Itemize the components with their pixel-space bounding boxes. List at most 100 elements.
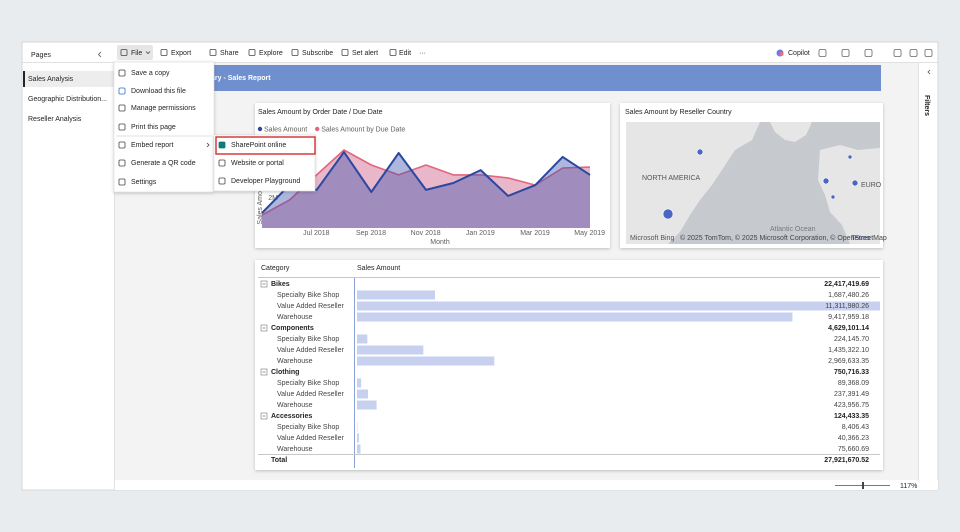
legend-label: Sales Amount by Due Date: [321, 126, 405, 133]
map-bubble[interactable]: [847, 154, 853, 160]
row-value: 224,145.70: [834, 336, 869, 343]
total-label: Total: [271, 457, 287, 464]
copilot-button[interactable]: Copilot: [788, 50, 810, 57]
menu-item-icon: [118, 69, 126, 77]
highlight-box: [215, 136, 316, 155]
row-value: 8,406.43: [842, 424, 869, 431]
total-value: 27,921,670.52: [824, 457, 869, 464]
row-value: 11,311,980.26: [825, 303, 869, 310]
toolbar-button[interactable]: Export: [171, 50, 191, 57]
data-bar: [357, 334, 368, 344]
menu-item[interactable]: Download this file: [131, 88, 186, 95]
row-value: 75,660.69: [838, 446, 869, 453]
row-label: Value Added Reseller: [277, 391, 344, 398]
file-menu: [113, 61, 215, 193]
toolbar-icon: [389, 49, 397, 56]
toolbar-button[interactable]: Share: [220, 50, 239, 57]
menu-item[interactable]: Save a copy: [131, 70, 170, 77]
embed-submenu: [213, 134, 316, 192]
row-label: Specialty Bike Shop: [277, 336, 339, 343]
data-bar: [357, 444, 361, 454]
x-tick-label: Mar 2019: [520, 230, 550, 237]
menu-item[interactable]: Manage permissions: [131, 105, 196, 112]
x-tick-label: Sep 2018: [356, 230, 386, 237]
row-label: Warehouse: [277, 402, 313, 409]
row-value: 237,391.49: [834, 391, 869, 398]
map-label: NORTH AMERICA: [642, 175, 701, 182]
submenu-item[interactable]: SharePoint online: [231, 142, 286, 149]
toolbar-icon[interactable]: [818, 49, 827, 57]
toolbar-icon[interactable]: [864, 49, 873, 57]
map-bubble[interactable]: [662, 208, 674, 220]
row-group-label: Accessories: [271, 413, 312, 420]
map-logo: Microsoft Bing: [630, 235, 674, 242]
file-button-bg: [117, 45, 153, 60]
row-value: 1,435,322.10: [828, 347, 869, 354]
menu-item[interactable]: Generate a QR code: [131, 160, 196, 167]
menu-item[interactable]: Print this page: [131, 124, 176, 131]
map-bubble[interactable]: [696, 148, 704, 156]
page-item[interactable]: Reseller Analysis: [28, 116, 82, 123]
toolbar-icon[interactable]: [909, 49, 918, 57]
y-axis-title: Sales Amount: [257, 181, 264, 224]
row-value: 40,366.23: [838, 435, 869, 442]
submenu-item[interactable]: Website or portal: [231, 160, 284, 167]
map-terms[interactable]: Terms: [851, 235, 871, 242]
toolbar-button[interactable]: Subscribe: [302, 50, 333, 57]
map-bubble[interactable]: [822, 177, 830, 185]
expand-icon[interactable]: [260, 324, 268, 332]
data-bar: [357, 312, 793, 322]
pages-title: Pages: [31, 52, 51, 59]
row-label: Warehouse: [277, 446, 313, 453]
toolbar-icon[interactable]: [924, 49, 933, 57]
data-bar: [357, 378, 362, 388]
row-label: Specialty Bike Shop: [277, 292, 339, 299]
row-group-label: Clothing: [271, 369, 299, 376]
toolbar-button[interactable]: Edit: [399, 50, 411, 57]
title-banner: [115, 65, 881, 91]
toolbar-button[interactable]: Set alert: [352, 50, 378, 57]
toolbar-more[interactable]: ···: [419, 50, 426, 57]
expand-icon[interactable]: [260, 280, 268, 288]
page-item-indicator: [23, 71, 25, 87]
y-tick-label: 2M: [268, 195, 278, 202]
dropdown-chevron: [145, 51, 151, 55]
menu-item-icon: [118, 141, 126, 149]
menu-item-icon: [118, 159, 126, 167]
page-item[interactable]: Geographic Distribution...: [28, 96, 107, 103]
submenu-item[interactable]: Developer Playground: [231, 178, 300, 185]
page-item[interactable]: Sales Analysis: [28, 76, 74, 83]
zoom-level: 117%: [900, 483, 917, 490]
map-bubble[interactable]: [830, 194, 836, 200]
menu-item-icon: [118, 104, 126, 112]
x-tick-label: Nov 2018: [411, 230, 441, 237]
toolbar-icon[interactable]: [893, 49, 902, 57]
row-label: Value Added Reseller: [277, 435, 344, 442]
toolbar-icon: [248, 49, 256, 56]
expand-icon[interactable]: [260, 368, 268, 376]
column-header: Sales Amount: [357, 265, 400, 272]
toolbar-icon: [291, 49, 299, 56]
data-bar: [357, 301, 880, 311]
zoom-thumb[interactable]: [862, 482, 864, 489]
toolbar-button[interactable]: File: [131, 50, 142, 57]
toolbar-button[interactable]: Explore: [259, 50, 283, 57]
data-bar: [357, 290, 436, 300]
menu-item[interactable]: Settings: [131, 179, 157, 186]
legend-marker: [315, 126, 320, 132]
menu-item[interactable]: Embed report: [131, 142, 173, 149]
menu-item-icon: [118, 87, 126, 95]
filters-label[interactable]: Filters: [923, 95, 930, 116]
toolbar-icon[interactable]: [841, 49, 850, 57]
map-label: EURO: [861, 182, 882, 189]
row-group-label: Bikes: [271, 281, 290, 288]
row-value: 423,956.75: [834, 402, 869, 409]
row-label: Warehouse: [277, 314, 313, 321]
expand-icon[interactable]: [260, 412, 268, 420]
toolbar-icon: [160, 49, 168, 56]
row-label: Warehouse: [277, 358, 313, 365]
map-bubble[interactable]: [851, 179, 859, 187]
data-bar: [357, 433, 359, 443]
map-land: [626, 122, 760, 244]
